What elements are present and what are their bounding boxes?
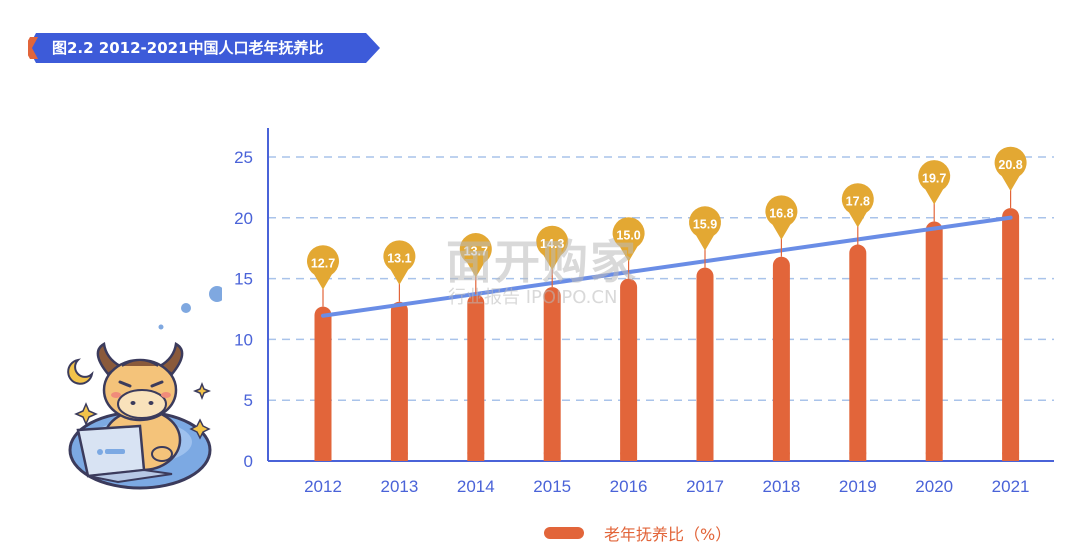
bar-base: [620, 452, 638, 461]
data-label: 16.8: [769, 207, 793, 221]
bar: [543, 287, 561, 461]
y-tick-label: 0: [244, 452, 253, 471]
y-tick-label: 15: [234, 270, 253, 289]
data-label-marker: [536, 225, 569, 271]
data-label: 19.7: [922, 171, 946, 185]
bar: [467, 294, 485, 461]
title-banner: 图2.2 2012-2021中国人口老年抚养比: [28, 33, 380, 63]
y-tick-labels: 0 5 10 15 20 25: [234, 148, 253, 471]
thought-bubble-small: [158, 324, 164, 330]
y-tick-label: 5: [244, 391, 253, 410]
bars: [314, 208, 1020, 461]
x-tick-label: 2012: [304, 477, 342, 496]
legend-swatch: [544, 527, 584, 539]
bar-base: [314, 452, 332, 461]
bar-base: [772, 452, 790, 461]
data-label: 13.1: [387, 252, 411, 266]
data-label-marker: [841, 183, 874, 228]
x-tick-labels: 2012 2013 2014 2015 2016 2017 2018 2019 2020 2021: [304, 477, 1029, 496]
data-label-marker: [612, 217, 645, 262]
x-tick-label: 2017: [686, 477, 724, 496]
x-tick-label: 2018: [762, 477, 800, 496]
sparkle-icon: [192, 381, 212, 401]
data-label-marker: [307, 245, 339, 290]
data-label: 20.8: [998, 158, 1022, 172]
thought-bubble-large: [209, 286, 222, 302]
bar-base: [543, 452, 561, 461]
data-label-marker: [383, 240, 416, 285]
ox-muzzle: [117, 389, 167, 419]
data-label-marker: [994, 146, 1027, 192]
data-label-markers: 12.7 13.1 13.7 14.3 15.0 15.9 16.8 17.8 19.7 20.8: [307, 146, 1027, 307]
bar-base: [696, 452, 714, 461]
bar: [1002, 208, 1020, 461]
y-tick-label: 25: [234, 148, 253, 167]
left-horn: [96, 342, 123, 376]
data-label-marker: [765, 195, 798, 240]
bar: [696, 267, 714, 461]
legend: 老年抚养比（%）: [544, 522, 731, 544]
chart-title: 图2.2 2012-2021中国人口老年抚养比: [52, 39, 324, 57]
bar-base: [925, 452, 943, 461]
data-label: 14.3: [540, 237, 564, 251]
x-tick-label: 2021: [992, 477, 1030, 496]
x-tick-label: 2016: [610, 477, 648, 496]
trend-line-path: [321, 215, 1013, 318]
bar: [314, 306, 332, 461]
x-tick-label: 2019: [839, 477, 877, 496]
bar: [849, 244, 867, 461]
bar-base: [390, 452, 408, 461]
bar-base: [467, 452, 485, 461]
sparkle-icon: [74, 402, 98, 426]
x-tick-label: 2013: [380, 477, 418, 496]
bar-base: [849, 452, 867, 461]
ox-mascot-illustration: [67, 286, 222, 490]
data-label: 15.9: [693, 218, 717, 232]
sparkle-icon: [189, 418, 211, 440]
x-tick-label: 2015: [533, 477, 571, 496]
right-horn: [157, 342, 184, 376]
x-tick-label: 2020: [915, 477, 953, 496]
bar: [620, 278, 638, 461]
thought-bubble-medium: [181, 303, 191, 313]
moon-icon: [67, 358, 94, 385]
legend-label: 老年抚养比（%）: [604, 525, 732, 544]
title-banner-shape: [28, 33, 380, 63]
data-label: 15.0: [616, 229, 640, 243]
data-label: 13.7: [464, 244, 488, 258]
x-tick-label: 2014: [457, 477, 495, 496]
data-label-marker: [459, 233, 492, 278]
data-label-marker: [689, 206, 722, 251]
data-label: 12.7: [311, 257, 335, 271]
bar: [390, 301, 408, 461]
trend-line: [321, 215, 1013, 318]
bar: [925, 221, 943, 461]
bar-base: [1002, 452, 1020, 461]
data-label-marker: [918, 160, 951, 205]
bar: [772, 256, 790, 461]
data-label: 17.8: [846, 195, 870, 209]
y-tick-label: 10: [234, 330, 253, 349]
y-tick-label: 20: [234, 209, 253, 228]
